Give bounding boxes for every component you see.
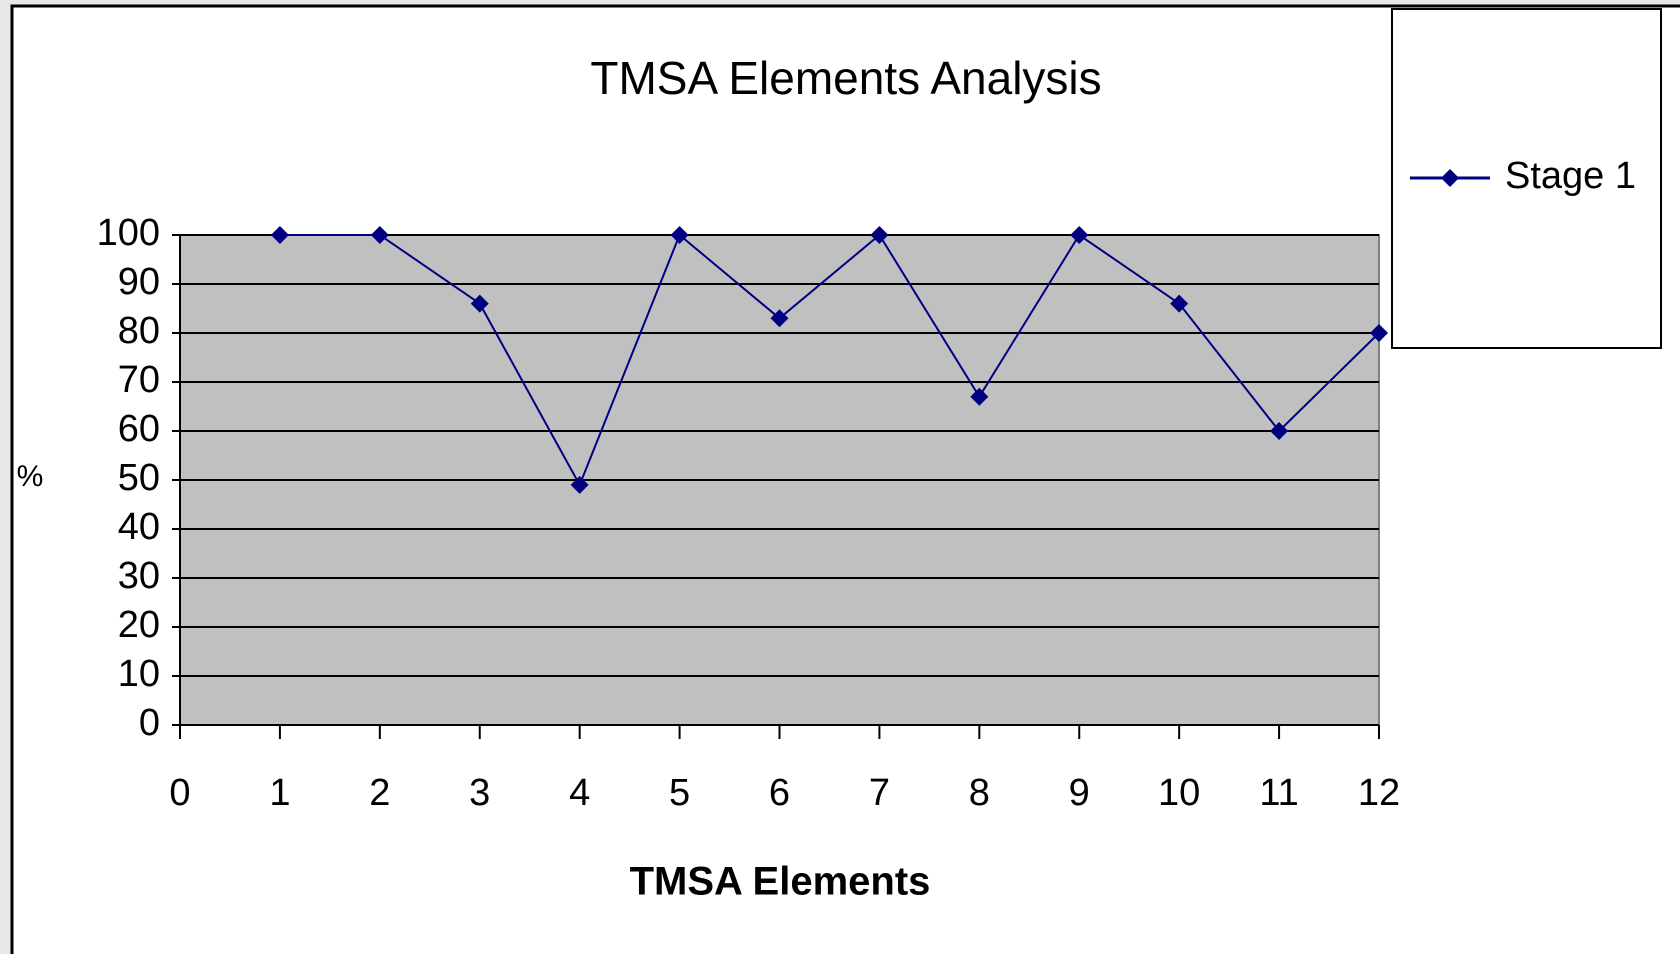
x-tick-label: 9: [1069, 772, 1090, 814]
x-tick-label: 7: [869, 772, 890, 814]
data-point: [970, 387, 989, 406]
legend-label: Stage 1: [1505, 155, 1636, 197]
chart-title: TMSA Elements Analysis: [590, 52, 1101, 104]
y-tick-label: 30: [118, 555, 160, 597]
x-tick-label: 1: [269, 772, 290, 814]
y-tick-label: 40: [118, 506, 160, 548]
legend-marker: [1441, 169, 1459, 187]
data-point: [670, 226, 689, 244]
data-point: [1170, 294, 1189, 313]
data-point: [370, 226, 389, 244]
data-point: [770, 309, 789, 328]
y-tick-label: 90: [118, 261, 160, 303]
y-tick-label: 50: [118, 457, 160, 499]
x-tick-label: 4: [569, 772, 590, 814]
y-tick-label: 20: [118, 604, 160, 646]
data-point: [470, 294, 489, 313]
y-tick-label: 80: [118, 310, 160, 352]
x-tick-label: 8: [969, 772, 990, 814]
data-point: [1370, 324, 1388, 342]
data-point: [1070, 226, 1089, 244]
x-tick-label: 3: [469, 772, 490, 814]
y-tick-label: 10: [118, 653, 160, 695]
y-tick-label: 0: [139, 702, 160, 744]
y-tick-label: 100: [97, 212, 160, 254]
x-tick-label: 5: [669, 772, 690, 814]
data-point: [1270, 422, 1289, 440]
x-tick-label: 2: [369, 772, 390, 814]
series-line: [279, 233, 1380, 488]
y-axis-label: %: [17, 460, 44, 493]
x-tick-label: 0: [169, 772, 190, 814]
x-tick-label: 6: [769, 772, 790, 814]
data-point: [570, 475, 589, 494]
data-point: [270, 226, 289, 244]
y-tick-label: 70: [118, 359, 160, 401]
x-tick-label: 10: [1158, 772, 1200, 814]
y-tick-label: 60: [118, 408, 160, 450]
x-axis-label: TMSA Elements: [630, 860, 931, 904]
data-point: [870, 226, 889, 244]
x-tick-label: 12: [1358, 772, 1400, 814]
x-tick-label: 11: [1259, 772, 1298, 814]
